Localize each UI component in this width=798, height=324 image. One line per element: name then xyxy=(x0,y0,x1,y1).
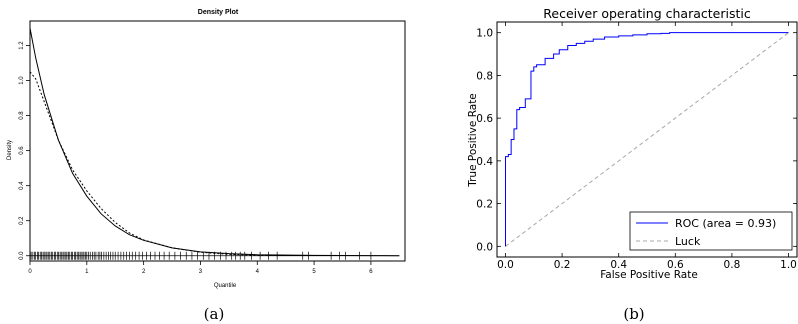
legend-label-roc: ROC (area = 0.93) xyxy=(675,217,776,230)
density-x-tick-label: 5 xyxy=(312,269,316,275)
roc-curve xyxy=(504,32,789,247)
roc-x-axis-label: False Positive Rate xyxy=(600,269,698,281)
roc-legend-box xyxy=(629,211,793,251)
density-y-tick-label: 1.2 xyxy=(19,41,25,50)
density-y-tick-label: 0.4 xyxy=(19,181,25,190)
density-x-tick-label: 3 xyxy=(199,269,203,275)
roc-y-tick-label: 0.6 xyxy=(476,113,493,125)
density-x-axis-label: Quantile xyxy=(214,283,237,289)
density-y-axis-label: Density xyxy=(7,140,13,160)
density-y-tick-label: 0.2 xyxy=(19,216,25,225)
roc-y-tick-label: 0.2 xyxy=(476,199,493,211)
roc-x-tick-label: 0.4 xyxy=(610,259,627,271)
roc-x-tick-label: 0.2 xyxy=(554,259,571,271)
density-x-tick-label: 2 xyxy=(142,269,146,275)
legend-label-luck: Luck xyxy=(675,235,701,248)
density-y-tick-label: 0.8 xyxy=(19,111,25,120)
density-fitted-curve xyxy=(29,27,400,257)
roc-y-tick-label: 0.0 xyxy=(476,241,493,253)
luck-diagonal xyxy=(505,32,789,247)
roc-legend: ROC (area = 0.93) Luck xyxy=(629,211,793,251)
density-x-tick-label: 1 xyxy=(85,269,89,275)
roc-plot-frame xyxy=(496,21,798,258)
roc-x-tick-label: 0.0 xyxy=(497,259,514,271)
density-y-tick-label: 1.0 xyxy=(19,76,25,85)
caption-b: (b) xyxy=(623,305,644,323)
roc-y-axis-label: True Positive Rate xyxy=(467,93,479,188)
roc-x-tick-label: 0.6 xyxy=(667,259,684,271)
roc-y-tick-label: 1.0 xyxy=(476,28,493,40)
density-x-tick-label: 0 xyxy=(28,269,32,275)
density-plot-panel: Density Plot Quantile Density 0 1 2 3 4 5 6 0.… xyxy=(7,9,406,323)
density-y-tick-label: 0.0 xyxy=(19,251,25,260)
roc-title: Receiver operating characteristic xyxy=(543,6,751,21)
roc-x-tick-label: 0.8 xyxy=(724,259,741,271)
density-plot-title: Density Plot xyxy=(198,9,239,16)
caption-a: (a) xyxy=(204,305,225,323)
roc-x-tick-label: 1.0 xyxy=(780,259,797,271)
density-x-tick-label: 4 xyxy=(256,269,260,275)
roc-y-tick-label: 0.8 xyxy=(476,70,493,82)
roc-plot-panel: Receiver operating characteristic False … xyxy=(467,6,798,323)
roc-y-tick-label: 0.4 xyxy=(476,156,493,168)
density-plot-frame xyxy=(29,20,406,262)
density-x-tick-label: 6 xyxy=(369,269,373,275)
density-y-tick-label: 0.6 xyxy=(19,146,25,155)
